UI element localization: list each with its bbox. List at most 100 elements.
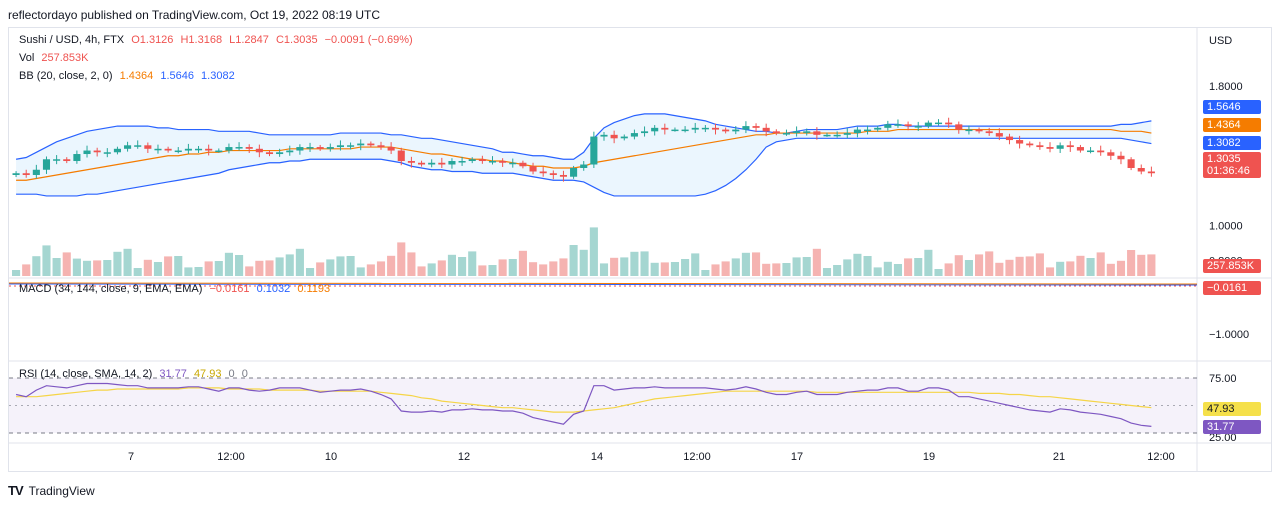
candle-body	[661, 127, 669, 130]
candle-body	[468, 159, 476, 162]
footer[interactable]: TV TradingView	[8, 483, 95, 498]
candle-body	[306, 147, 314, 149]
volume-bar	[1015, 256, 1024, 276]
volume-bar	[1076, 255, 1085, 276]
candle-body	[762, 127, 770, 132]
volume-bar	[52, 258, 61, 276]
volume-bar	[711, 264, 720, 276]
volume-bar	[1106, 263, 1115, 276]
macd-signal-line	[9, 282, 1198, 285]
candle-body	[1117, 155, 1125, 160]
volume-bar	[812, 248, 821, 276]
volume-bar	[22, 264, 31, 276]
candle-body	[995, 133, 1003, 137]
volume-bar	[285, 254, 294, 276]
candle-body	[438, 162, 446, 165]
candle-body	[73, 154, 81, 162]
candle-body	[1107, 152, 1115, 156]
rsi-value: 31.77	[159, 368, 187, 380]
candle-body	[488, 161, 497, 163]
candle-body	[1087, 150, 1095, 153]
volume-bar	[12, 270, 21, 276]
x-axis-tick: 19	[923, 451, 935, 463]
volume-bar	[741, 252, 750, 276]
candle-body	[1137, 168, 1145, 172]
candle-body	[884, 124, 892, 128]
volume-bar	[72, 258, 81, 276]
bb-lower-value: 1.3082	[201, 70, 235, 82]
x-axis-tick: 12:00	[683, 451, 711, 463]
candle-body	[1016, 140, 1024, 144]
macd-tick: −1.0000	[1209, 329, 1249, 341]
volume-bar	[924, 249, 933, 276]
candle-body	[428, 162, 436, 165]
volume-bar	[153, 262, 163, 276]
volume-bar	[326, 259, 335, 276]
volume-bar	[478, 265, 487, 276]
volume-bar	[1116, 260, 1126, 276]
chart-svg[interactable]: USD1.80001.00000.8000−1.000075.0025.0071…	[9, 28, 1271, 471]
volume-bar	[468, 251, 477, 276]
candle-body	[864, 129, 872, 132]
candle-body	[701, 127, 709, 130]
tradingview-brand[interactable]: TradingView	[28, 483, 95, 498]
candle-body	[965, 129, 973, 132]
volume-bar	[508, 259, 517, 276]
volume-bar	[985, 251, 994, 276]
candle-body	[833, 134, 841, 137]
volume-bar	[751, 252, 761, 276]
x-axis-tick: 14	[591, 451, 603, 463]
volume-bar	[1005, 259, 1014, 276]
volume-bar	[1096, 252, 1105, 276]
candle-body	[529, 166, 537, 172]
chart-frame[interactable]: USD1.80001.00000.8000−1.000075.0025.0071…	[8, 27, 1272, 472]
candle-body	[620, 136, 628, 139]
candle-body	[610, 134, 618, 139]
volume-bar	[549, 261, 558, 276]
x-axis-tick: 10	[325, 451, 337, 463]
price-tag: 1.4364	[1203, 118, 1261, 132]
candle-body	[671, 129, 679, 132]
volume-bar	[954, 255, 963, 276]
volume-bar	[853, 253, 862, 276]
volume-bar	[305, 268, 315, 276]
x-axis-tick: 17	[791, 451, 803, 463]
candle-body	[255, 148, 263, 153]
candle-body	[42, 159, 51, 170]
candle-body	[590, 136, 598, 165]
candle-body	[640, 131, 649, 134]
candle-body	[945, 122, 953, 125]
candle-body	[934, 122, 943, 125]
candle-body	[1026, 143, 1034, 146]
candle-body	[113, 148, 121, 153]
candle-body	[265, 152, 274, 155]
candle-body	[803, 131, 811, 133]
candle-body	[793, 131, 801, 134]
candle-body	[630, 133, 638, 137]
volume-bar	[731, 258, 740, 276]
candle-body	[347, 145, 355, 147]
candle-body	[1127, 159, 1135, 168]
macd-label: MACD (34, 144, close, 9, EMA, EMA)	[19, 283, 203, 295]
volume-bar	[528, 262, 538, 276]
bb-legend: BB (20, close, 2, 0) 1.4364 1.5646 1.308…	[19, 70, 239, 82]
volume-bar	[123, 248, 132, 276]
candle-body	[407, 161, 415, 163]
candle-body	[691, 127, 699, 130]
price-tag: 31.77	[1203, 420, 1261, 434]
candle-body	[225, 147, 233, 151]
candle-body	[316, 147, 324, 149]
volume-bar	[822, 268, 832, 276]
candle-body	[417, 162, 426, 165]
volume-bar	[1035, 253, 1044, 276]
publish-header: reflectordayo published on TradingView.c…	[8, 8, 380, 22]
volume-bar	[447, 254, 457, 276]
candle-body	[732, 129, 740, 132]
macd-line-value: 0.1032	[256, 283, 291, 295]
volume-bar	[498, 259, 507, 276]
rsi-zero-2: 0	[241, 368, 248, 380]
x-axis-tick: 12:00	[217, 451, 245, 463]
volume-bar	[32, 256, 41, 276]
volume-bar	[944, 263, 953, 276]
volume-bar	[670, 262, 680, 276]
